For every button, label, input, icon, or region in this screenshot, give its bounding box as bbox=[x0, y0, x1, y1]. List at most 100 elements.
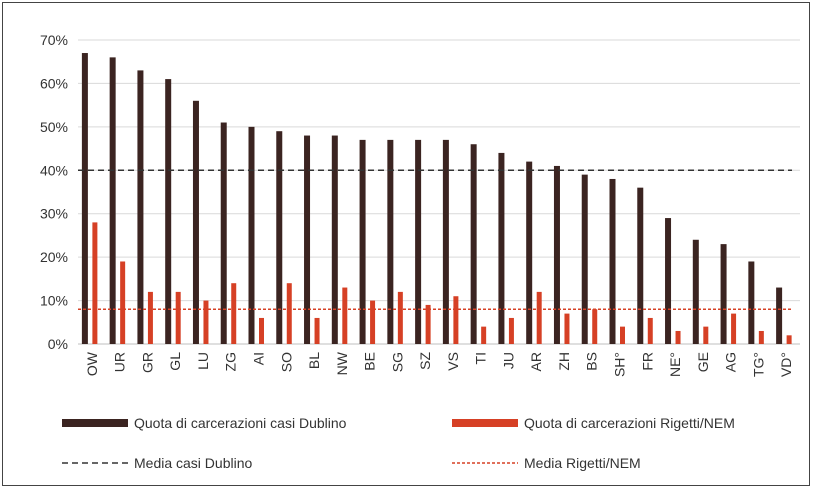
bar-rigetti-SZ bbox=[425, 304, 431, 344]
x-tick-label: OW bbox=[84, 351, 100, 376]
y-tick-label: 0% bbox=[48, 336, 68, 352]
legend-label: Quota di carcerazioni casi Dublino bbox=[134, 415, 347, 431]
bar-dublino-SG bbox=[387, 139, 394, 344]
bar-rigetti-VD° bbox=[786, 335, 792, 344]
bar-rigetti-NE° bbox=[675, 330, 681, 344]
bar-rigetti-LU bbox=[203, 300, 209, 344]
bar-dublino-FR bbox=[637, 187, 644, 344]
bar-rigetti-SH° bbox=[620, 326, 625, 344]
x-tick-label: JU bbox=[500, 352, 516, 369]
bar-dublino-TI bbox=[470, 144, 477, 344]
bar-dublino-GL bbox=[165, 79, 172, 344]
bar-dublino-AG bbox=[720, 244, 727, 344]
bar-rigetti-GL bbox=[175, 291, 181, 344]
legend-label: Quota di carcerazioni Rigetti/NEM bbox=[524, 415, 735, 431]
x-tick-label: LU bbox=[195, 352, 211, 370]
bar-dublino-SH° bbox=[609, 178, 616, 344]
x-tick-label: VS bbox=[445, 352, 461, 371]
bar-dublino-AI bbox=[248, 126, 255, 344]
bar-rigetti-BE bbox=[370, 300, 376, 344]
bar-rigetti-TI bbox=[481, 326, 487, 344]
y-tick-label: 70% bbox=[40, 32, 68, 48]
reference-lines bbox=[78, 169, 792, 311]
bar-dublino-BE bbox=[359, 139, 366, 344]
x-tick-label: UR bbox=[112, 352, 128, 372]
bar-rigetti-BS bbox=[592, 309, 598, 344]
x-tick-label: FR bbox=[639, 352, 655, 371]
y-tick-label: 30% bbox=[40, 206, 68, 222]
x-tick-label: BE bbox=[362, 352, 378, 371]
bar-rigetti-UR bbox=[120, 261, 126, 344]
x-tick-label: BL bbox=[306, 352, 322, 369]
bar-dublino-AR bbox=[526, 161, 533, 344]
bar-dublino-BS bbox=[581, 174, 588, 344]
bar-rigetti-BL bbox=[314, 317, 320, 344]
legend-label: Media casi Dublino bbox=[134, 455, 252, 471]
bar-rigetti-GE bbox=[703, 326, 709, 344]
legend: Quota di carcerazioni casi Dublino Quota … bbox=[62, 415, 735, 471]
grid-lines bbox=[78, 39, 800, 345]
x-tick-label: SG bbox=[389, 352, 405, 372]
bar-rigetti-TG° bbox=[758, 330, 764, 344]
x-tick-label: GE bbox=[695, 352, 711, 372]
x-tick-label: SH° bbox=[612, 352, 628, 377]
bar-rigetti-SG bbox=[397, 291, 403, 344]
x-tick-label: VD° bbox=[778, 352, 794, 377]
bar-rigetti-JU bbox=[508, 317, 514, 344]
bar-dublino-NW bbox=[331, 135, 338, 344]
bar-dublino-ZG bbox=[220, 122, 227, 344]
legend-swatch bbox=[452, 419, 518, 427]
legend-label: Media Rigetti/NEM bbox=[524, 455, 641, 471]
y-tick-label: 50% bbox=[40, 119, 68, 135]
legend-swatch bbox=[62, 419, 128, 427]
bar-dublino-BL bbox=[304, 135, 311, 344]
y-tick-label: 60% bbox=[40, 75, 68, 91]
x-tick-label: GL bbox=[167, 352, 183, 371]
x-tick-label: BS bbox=[584, 352, 600, 371]
bar-dublino-JU bbox=[498, 152, 505, 344]
bar-dublino-VD° bbox=[776, 287, 783, 344]
bar-rigetti-AG bbox=[731, 313, 737, 344]
x-tick-label: TG° bbox=[750, 352, 766, 377]
bar-dublino-UR bbox=[109, 57, 116, 344]
x-tick-label: AI bbox=[251, 352, 267, 365]
bars bbox=[81, 53, 792, 345]
y-axis-ticks: 0% 10% 20% 30% 40% 50% 60% 70% bbox=[40, 32, 68, 352]
y-tick-label: 20% bbox=[40, 249, 68, 265]
y-tick-label: 10% bbox=[40, 293, 68, 309]
x-tick-label: TI bbox=[473, 352, 489, 364]
bar-dublino-SZ bbox=[415, 139, 422, 344]
x-tick-label: GR bbox=[139, 352, 155, 373]
bar-rigetti-AR bbox=[536, 291, 542, 344]
x-tick-label: AR bbox=[528, 352, 544, 371]
y-tick-label: 40% bbox=[40, 162, 68, 178]
bar-dublino-TG° bbox=[748, 261, 755, 344]
x-tick-label: SO bbox=[278, 352, 294, 372]
bar-dublino-ZH bbox=[553, 165, 560, 344]
bar-rigetti-VS bbox=[453, 296, 459, 344]
bar-dublino-OW bbox=[81, 53, 88, 345]
bar-dublino-NE° bbox=[665, 218, 672, 344]
bar-dublino-LU bbox=[192, 100, 199, 344]
bar-rigetti-ZH bbox=[564, 313, 570, 344]
x-tick-label: SZ bbox=[417, 352, 433, 370]
x-tick-label: ZG bbox=[223, 352, 239, 371]
bar-rigetti-NW bbox=[342, 287, 348, 344]
bar-dublino-GR bbox=[137, 70, 144, 345]
x-tick-label: NW bbox=[334, 351, 350, 375]
x-tick-label: AG bbox=[723, 352, 739, 372]
bar-rigetti-FR bbox=[647, 317, 653, 344]
bar-dublino-SO bbox=[276, 131, 283, 344]
bar-rigetti-SO bbox=[286, 283, 292, 344]
bar-rigetti-OW bbox=[92, 222, 98, 344]
x-tick-label: ZH bbox=[556, 352, 572, 371]
x-tick-label: NE° bbox=[667, 352, 683, 377]
bar-dublino-GE bbox=[692, 239, 699, 344]
bar-rigetti-ZG bbox=[231, 283, 237, 344]
x-axis-ticks: OW UR GR GL LU ZG AI SO BL NW BE SG SZ VS TI JU AR ZH BS SH… bbox=[84, 351, 794, 377]
bar-dublino-VS bbox=[442, 139, 449, 344]
bar-rigetti-AI bbox=[259, 317, 264, 344]
bar-rigetti-GR bbox=[147, 291, 153, 344]
